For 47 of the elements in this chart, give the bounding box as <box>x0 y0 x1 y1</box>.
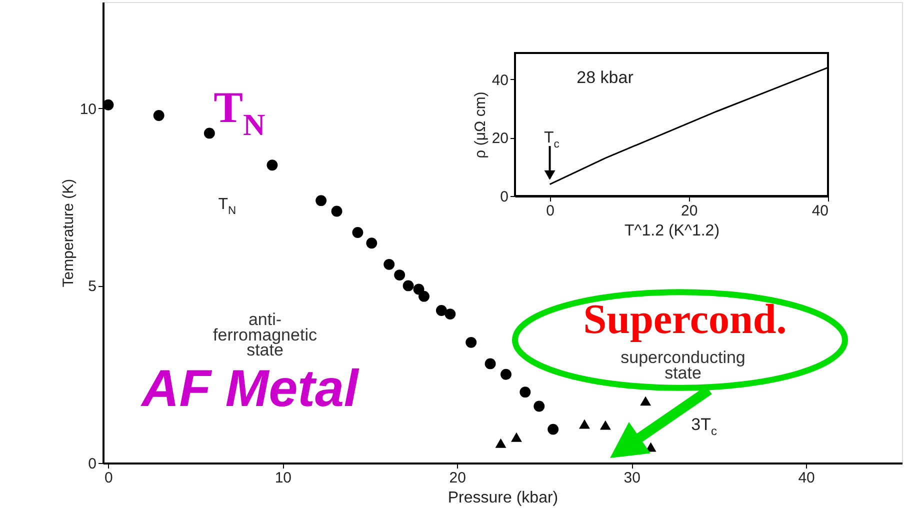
x-tick-label: 30 <box>624 470 640 486</box>
y-axis-title: Temperature (K) <box>60 178 77 288</box>
point <box>394 270 406 281</box>
point <box>520 386 531 398</box>
y-tick-label: 0 <box>500 188 508 206</box>
x-tick-label: 0 <box>546 202 554 220</box>
point <box>600 420 611 430</box>
point <box>204 128 215 139</box>
point <box>579 419 590 429</box>
annotation: Supercond. <box>583 297 787 343</box>
point <box>352 227 364 238</box>
x-tick-label: 10 <box>274 470 292 486</box>
point <box>444 308 456 320</box>
point <box>510 432 522 442</box>
point <box>534 400 545 412</box>
annotation: superconducting state <box>620 348 746 382</box>
y-tick-label: 10 <box>80 100 96 118</box>
y-tick-label: 40 <box>492 72 508 89</box>
point <box>418 290 430 302</box>
x-tick-label: 40 <box>798 470 815 486</box>
x-tick-label: 0 <box>104 470 113 486</box>
point <box>402 280 414 292</box>
point <box>466 336 477 348</box>
annotation: 28 kbar <box>576 68 634 87</box>
point <box>366 238 378 249</box>
point <box>384 258 395 270</box>
y-tick-label: 5 <box>88 278 96 296</box>
point <box>436 305 447 316</box>
x-axis-title: T^1.2 (K^1.2) <box>624 222 720 240</box>
point <box>548 424 559 435</box>
y-tick-label: 20 <box>492 130 508 148</box>
x-tick-label: 20 <box>681 202 698 220</box>
point <box>331 206 342 217</box>
y-tick-label: 0 <box>88 456 96 472</box>
point <box>495 438 506 448</box>
point <box>484 358 496 370</box>
y-axis-title: ρ (μΩ cm) <box>472 92 489 158</box>
point <box>500 368 512 380</box>
annotation: anti- ferromagnetic state <box>213 310 318 360</box>
point <box>640 396 652 406</box>
annotation: AF Metal <box>140 360 360 418</box>
point <box>153 110 164 121</box>
point <box>266 160 278 171</box>
x-axis-title: Pressure (kbar) <box>448 490 558 506</box>
x-tick-label: 40 <box>812 202 828 220</box>
point <box>316 195 327 206</box>
x-tick-label: 20 <box>449 470 466 486</box>
